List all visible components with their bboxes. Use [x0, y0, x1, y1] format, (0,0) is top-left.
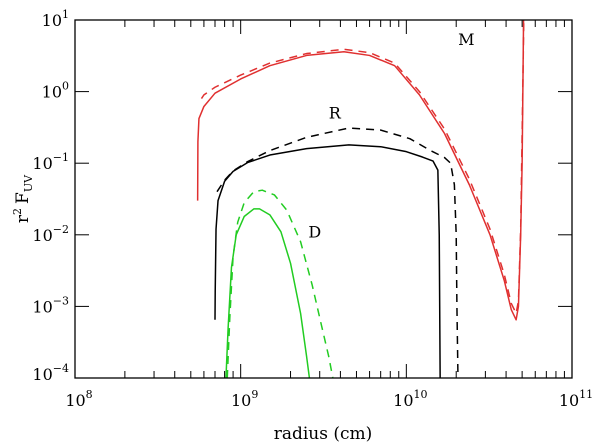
x-axis-label: radius (cm) — [274, 424, 373, 444]
y-tick-label: 101 — [42, 8, 69, 30]
y-axis-label-sup: 2 — [11, 208, 24, 215]
series-line-0 — [196, 20, 525, 321]
annotation-layer: M R D — [308, 30, 474, 242]
series-line-2 — [214, 144, 441, 378]
y-axis-label-sub: UV — [22, 174, 35, 192]
tick-label-layer: 108 109 1010 1011 10−4 10−3 10−2 10−1 100 101 — [32, 8, 593, 410]
series-line-4 — [225, 208, 311, 378]
series-line-5 — [226, 189, 334, 378]
y-tick-label: 10−4 — [32, 362, 69, 384]
y-tick-label: 100 — [42, 80, 69, 102]
series-line-3 — [216, 127, 459, 378]
x-tick-label: 109 — [231, 388, 258, 410]
curve-label-r: R — [329, 104, 342, 123]
plot-frame — [74, 19, 573, 379]
y-tick-label: 10−1 — [32, 151, 69, 173]
series-layer — [196, 20, 525, 378]
y-tick-label: 10−2 — [32, 223, 69, 245]
tick-layer — [74, 19, 572, 379]
y-axis-label-r: r — [13, 214, 33, 223]
y-axis-label: r2 FUV — [11, 174, 35, 223]
y-axis-label-f: F — [13, 192, 33, 204]
y-tick-label: 10−3 — [32, 294, 69, 316]
curve-label-m: M — [458, 30, 474, 49]
x-tick-label: 1011 — [559, 388, 593, 410]
series-line-1 — [200, 20, 525, 315]
x-tick-label: 1010 — [393, 388, 427, 410]
svg-text:r2FUV: r2 FUV — [11, 174, 35, 223]
x-tick-label: 108 — [65, 388, 92, 410]
curve-label-d: D — [308, 222, 321, 241]
